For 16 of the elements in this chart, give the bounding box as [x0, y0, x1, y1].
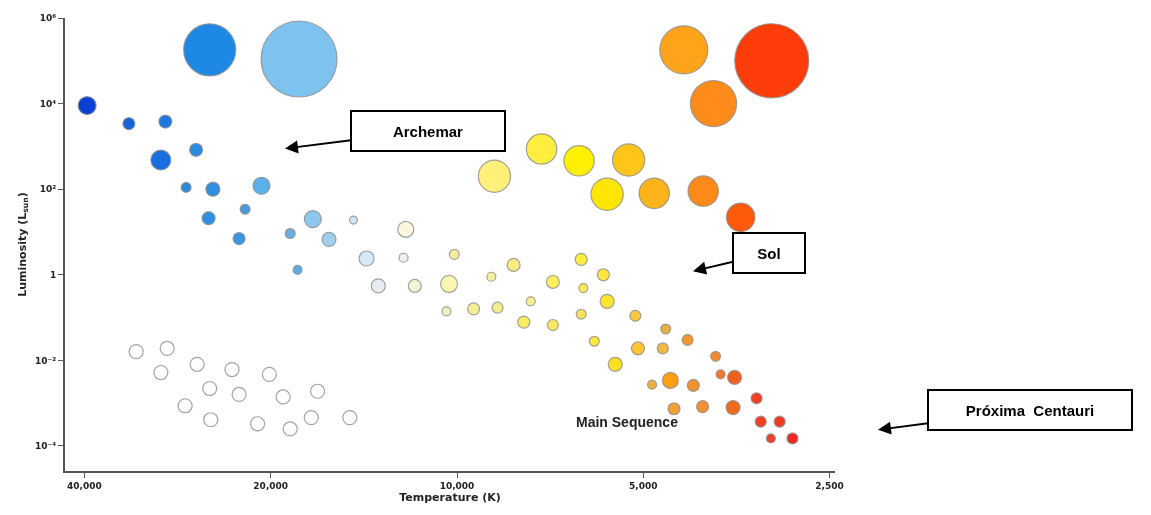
x-tick-label: 5,000 [629, 480, 658, 491]
y-tick-label: 10² [39, 184, 57, 195]
y-tick-label: 10⁴ [39, 98, 57, 109]
x-tick-label: 20,000 [253, 480, 289, 491]
y-tick-label: 10⁶ [39, 13, 57, 24]
annotation: Archemar [392, 122, 464, 140]
text: Próxima Centauri [965, 401, 1095, 419]
annotation: Sol [757, 244, 781, 262]
x-tick-label: 10,000 [439, 480, 475, 491]
x-tick-label: 2,500 [815, 480, 844, 491]
x-tick-label: 40,000 [67, 480, 102, 491]
x-axis-title: Temperature (K) [399, 491, 501, 505]
y-tick-label: 10⁻⁴ [34, 441, 57, 452]
annotation: Main Sequence [576, 414, 679, 430]
y-tick-label: 1 [49, 269, 57, 280]
y-tick-label: 10⁻² [34, 355, 57, 366]
